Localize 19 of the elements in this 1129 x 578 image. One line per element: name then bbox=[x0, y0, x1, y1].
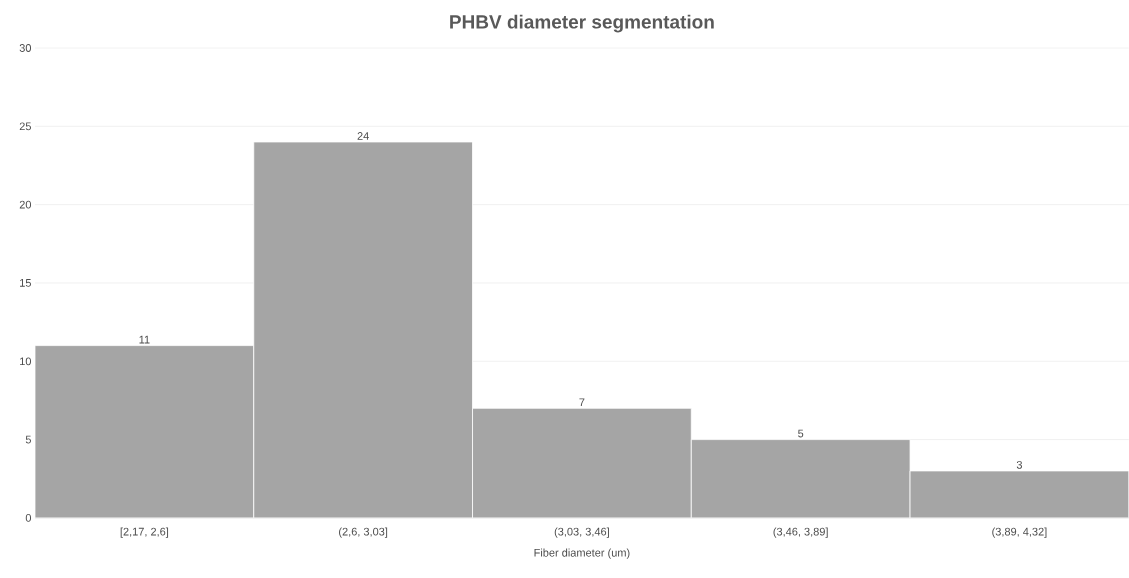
y-tick-label: 30 bbox=[19, 44, 32, 52]
y-tick-label: 20 bbox=[19, 200, 32, 209]
chart-title: PHBV diameter segmentation bbox=[450, 14, 714, 33]
x-tick-label: [2,17, 2,6] bbox=[120, 527, 169, 538]
data-label: 11 bbox=[139, 335, 150, 344]
x-tick-label: (3,46, 3,89] bbox=[773, 527, 828, 538]
data-label: 24 bbox=[357, 132, 369, 140]
x-tick-label: (3,03, 3,46] bbox=[554, 527, 609, 538]
y-tick-label: 0 bbox=[25, 514, 32, 522]
x-axis-title: Fiber diameter (um) bbox=[534, 548, 630, 559]
y-tick-label: 15 bbox=[20, 279, 31, 287]
y-tick-label: 25 bbox=[19, 122, 31, 131]
data-label: 7 bbox=[579, 398, 585, 407]
x-tick-label: (2,6, 3,03] bbox=[339, 527, 388, 538]
y-tick-label: 10 bbox=[20, 357, 32, 366]
x-tick-label: (3,89, 4,32] bbox=[992, 527, 1047, 538]
data-label: 5 bbox=[798, 429, 804, 438]
data-label: 3 bbox=[1016, 460, 1022, 469]
y-tick-label: 5 bbox=[25, 435, 31, 444]
